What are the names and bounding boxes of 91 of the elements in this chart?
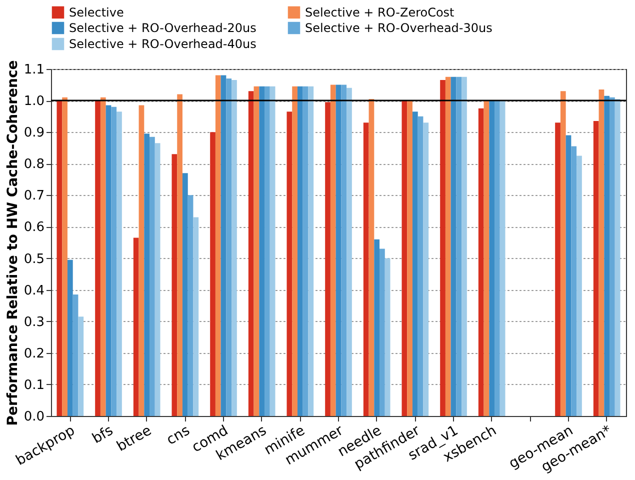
y-tick-label: 0.0 <box>24 410 44 424</box>
bar <box>450 76 456 416</box>
bar <box>188 195 194 416</box>
bar <box>500 100 506 416</box>
bar <box>368 98 374 416</box>
bar <box>336 84 342 416</box>
x-tick-label: bfs <box>90 422 116 448</box>
bar <box>182 173 188 416</box>
y-tick-label: 0.4 <box>24 283 44 298</box>
bar <box>484 100 490 416</box>
bar <box>566 135 572 416</box>
y-tick-label: 0.6 <box>24 220 44 236</box>
bar <box>144 134 150 416</box>
bar <box>177 94 182 416</box>
bar <box>62 97 68 416</box>
bar <box>418 116 424 416</box>
bar <box>210 132 216 416</box>
bar <box>133 238 139 416</box>
bar <box>259 86 265 416</box>
legend-label: Selective + RO-Overhead-20us <box>69 21 256 35</box>
bar <box>478 108 484 416</box>
legend-label: Selective + RO-ZeroCost <box>305 5 455 20</box>
bar <box>270 86 276 416</box>
bar <box>330 84 336 416</box>
bar <box>215 75 221 416</box>
bar <box>380 248 385 416</box>
bar <box>346 88 352 416</box>
y-tick-label: 0.1 <box>24 378 44 393</box>
bar <box>286 112 292 416</box>
bar <box>302 86 308 416</box>
bar <box>604 96 610 416</box>
bar <box>555 122 560 416</box>
bar <box>610 97 615 416</box>
bar <box>56 100 62 416</box>
bar <box>374 239 380 416</box>
bar <box>423 122 429 416</box>
bar <box>308 86 314 416</box>
y-tick-label: 0.9 <box>24 126 44 141</box>
y-tick-label: 0.3 <box>24 314 44 330</box>
bar <box>172 154 178 416</box>
y-tick-label: 0.8 <box>24 157 44 172</box>
bar <box>232 80 237 416</box>
bar <box>95 100 100 416</box>
y-tick-label: 1.0 <box>24 94 44 110</box>
bar <box>598 90 604 416</box>
bar <box>78 316 84 416</box>
bar <box>440 80 446 416</box>
bar <box>67 260 73 416</box>
bar <box>106 105 112 416</box>
x-tick-label: cns <box>164 422 193 448</box>
bar <box>593 121 599 416</box>
x-tick-label: btree <box>114 422 154 456</box>
bar <box>576 156 582 416</box>
bar <box>494 100 500 416</box>
bar <box>412 112 418 416</box>
legend-label: Selective <box>69 5 124 20</box>
bar <box>264 86 270 416</box>
bar <box>489 100 495 416</box>
bar <box>116 112 122 416</box>
bar <box>297 86 303 416</box>
bar <box>407 100 412 416</box>
bar <box>111 106 117 416</box>
y-tick-label: 0.2 <box>24 346 44 362</box>
bar <box>226 78 232 416</box>
y-tick-label: 0.5 <box>24 252 44 267</box>
legend-label: Selective + RO-Overhead-40us <box>69 37 256 51</box>
bar <box>560 91 566 416</box>
legend-label: Selective + RO-Overhead-30us <box>305 21 492 35</box>
y-tick-label: 1.1 <box>24 62 44 78</box>
bar <box>363 122 369 416</box>
bar <box>325 102 330 416</box>
bar <box>341 84 347 416</box>
bar <box>292 86 298 416</box>
bar <box>456 76 462 416</box>
bar <box>614 98 620 416</box>
bar <box>150 136 155 416</box>
bar <box>248 91 254 416</box>
y-axis-title: Performance Relative to HW Cache-Coherence <box>4 60 21 426</box>
bar <box>462 76 467 416</box>
bar <box>154 143 160 416</box>
bar <box>100 97 106 416</box>
bar <box>571 146 577 416</box>
bar <box>220 75 226 416</box>
bar <box>445 76 451 416</box>
bar <box>384 258 390 416</box>
y-tick-label: 0.7 <box>24 188 44 204</box>
bar <box>402 100 408 416</box>
bar <box>72 294 78 416</box>
bar <box>254 86 260 416</box>
bar <box>138 105 144 416</box>
bar <box>193 217 199 416</box>
